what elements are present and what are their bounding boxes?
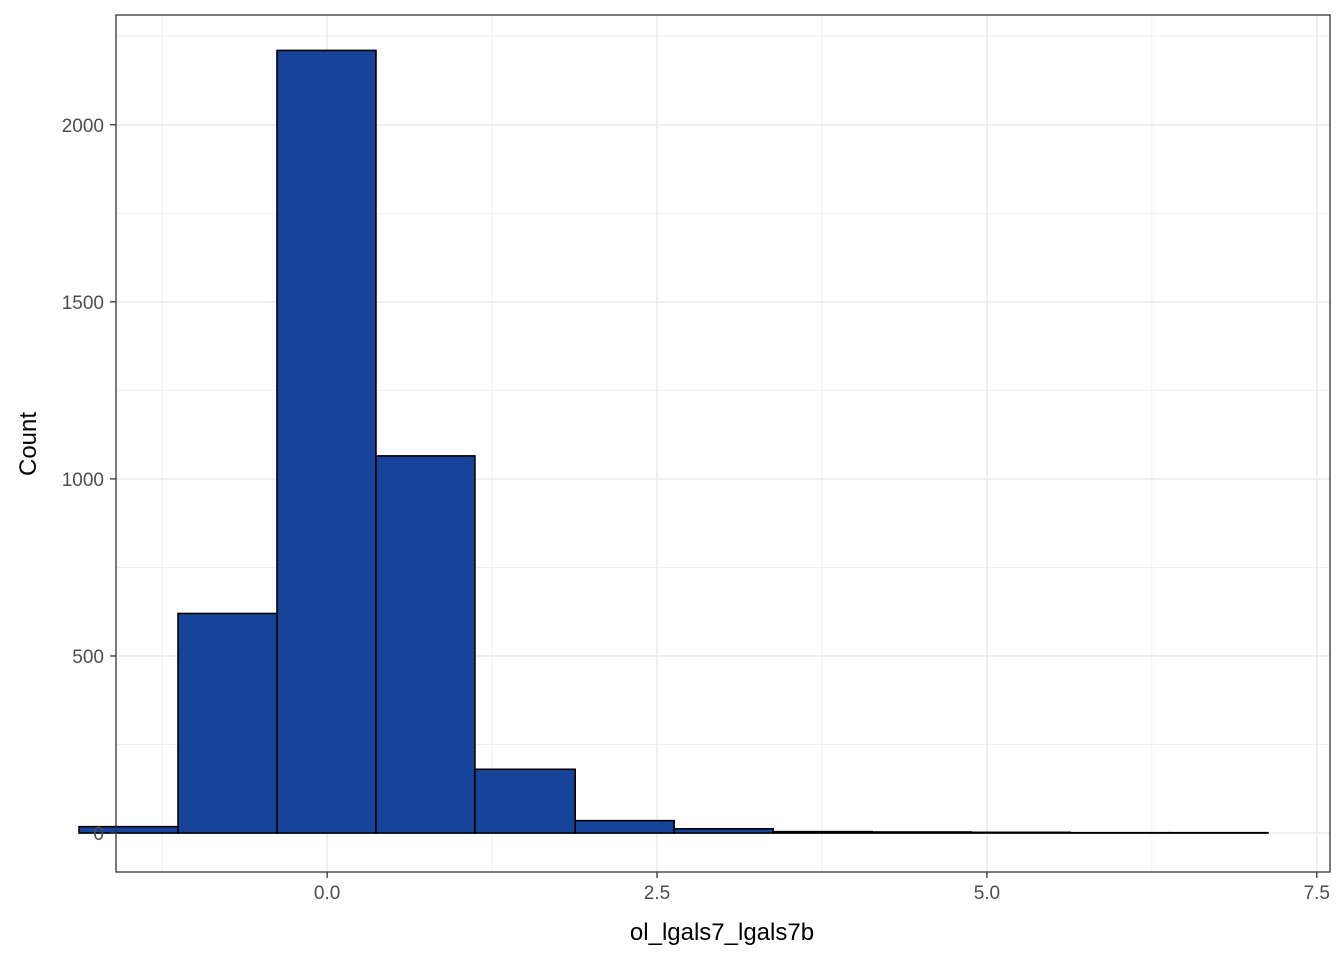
x-tick-label: 0.0 [314, 883, 340, 904]
histogram-bar [772, 830, 873, 834]
histogram-bar [970, 831, 1071, 834]
y-tick-label: 2000 [62, 116, 104, 137]
y-tick-label: 1000 [62, 470, 104, 491]
histogram-bar [673, 827, 774, 834]
histogram-bars [78, 49, 1269, 834]
histogram-bar [871, 831, 972, 834]
histogram-bar [177, 612, 278, 834]
histogram-bar [474, 768, 577, 834]
y-axis-title: Count [15, 412, 42, 476]
histogram-bar [574, 819, 675, 834]
y-tick-label: 0 [93, 824, 104, 845]
y-tick-label: 1500 [62, 293, 104, 314]
x-axis: 0.0 2.5 5.0 7.5 [314, 872, 1330, 904]
x-tick-label: 7.5 [1304, 883, 1330, 904]
x-axis-title: ol_lgals7_lgals7b [630, 919, 814, 946]
panel-border [115, 14, 1331, 873]
histogram-bar [375, 455, 476, 834]
y-axis: 0 500 1000 1500 2000 [62, 116, 116, 845]
y-tick-label: 500 [72, 647, 104, 668]
histogram-bar [276, 49, 377, 834]
x-tick-label: 5.0 [974, 883, 1000, 904]
x-tick-label: 2.5 [644, 883, 670, 904]
